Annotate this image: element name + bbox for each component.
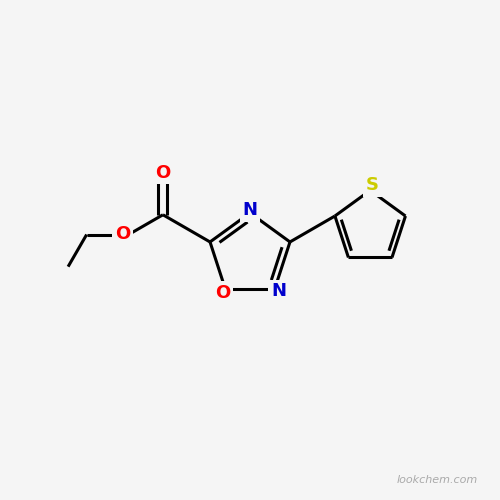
Text: lookchem.com: lookchem.com — [396, 475, 477, 485]
Text: N: N — [242, 202, 258, 220]
Text: O: O — [115, 224, 130, 242]
Text: O: O — [215, 284, 230, 302]
Text: S: S — [366, 176, 379, 194]
Text: O: O — [156, 164, 170, 182]
Text: N: N — [271, 282, 286, 300]
